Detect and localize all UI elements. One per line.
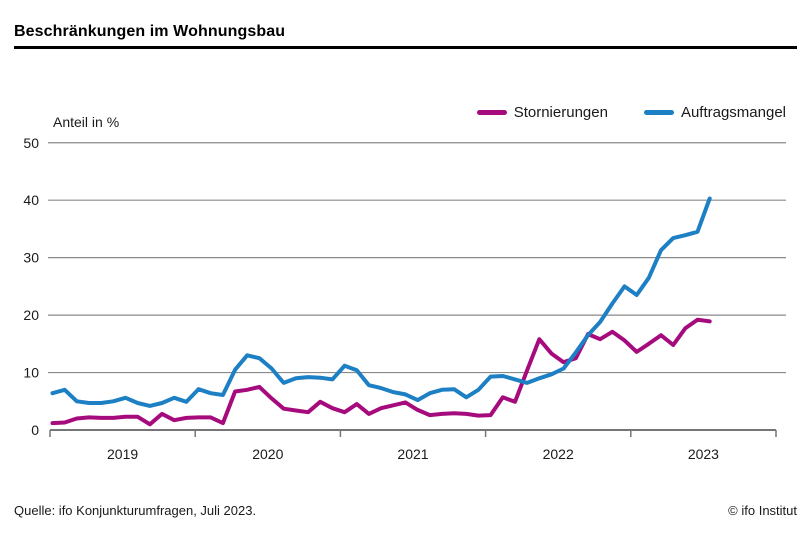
series-line-auftragsmangel — [50, 196, 712, 408]
x-year-label-2019: 2019 — [107, 446, 138, 462]
source-note: Quelle: ifo Konjunkturumfragen, Juli 202… — [14, 503, 257, 518]
legend: Stornierungen Auftragsmangel — [476, 104, 786, 121]
y-tick-label-10: 10 — [23, 365, 39, 381]
page-title: Beschränkungen im Wohnungsbau — [14, 23, 286, 40]
legend-label-auftragsmangel: Auftragsmangel — [680, 104, 786, 121]
auftragsmangel-line-swatch — [643, 110, 674, 115]
x-year-label-2023: 2023 — [688, 446, 719, 462]
legend-item-stornierungen: Stornierungen — [476, 104, 608, 121]
y-tick-label-30: 30 — [23, 250, 39, 266]
series-line-stornierungen — [50, 317, 712, 427]
y-tick-label-20: 20 — [23, 307, 39, 323]
stornierungen-line-swatch — [476, 110, 507, 115]
y-axis-label: Anteil in % — [53, 114, 120, 130]
x-year-label-2021: 2021 — [397, 446, 428, 462]
x-year-label-2022: 2022 — [543, 446, 574, 462]
x-year-label-2020: 2020 — [252, 446, 283, 462]
y-tick-label-40: 40 — [23, 192, 39, 208]
title-underline — [14, 46, 797, 49]
y-tick-label-50: 50 — [23, 135, 39, 151]
copyright-note: © ifo Institut — [728, 503, 797, 518]
y-tick-label-0: 0 — [31, 422, 39, 438]
legend-label-stornierungen: Stornierungen — [513, 104, 608, 121]
legend-item-auftragsmangel: Auftragsmangel — [643, 104, 786, 121]
